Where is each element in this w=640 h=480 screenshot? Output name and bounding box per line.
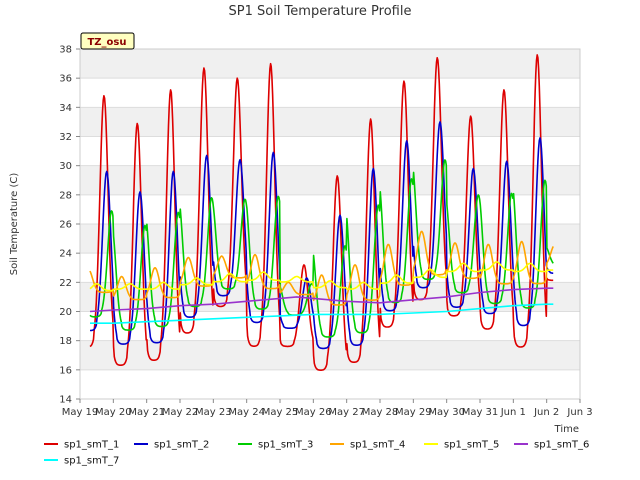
x-tick-label: Jun 1 bbox=[500, 407, 526, 418]
y-axis-label: Soil Temperature (C) bbox=[9, 173, 20, 276]
x-tick-label: Jun 2 bbox=[533, 407, 559, 418]
x-tick-label: May 20 bbox=[95, 407, 132, 418]
series-line-sp1_smT_5 bbox=[89, 261, 554, 292]
x-tick-label: May 30 bbox=[428, 407, 465, 418]
plot-band bbox=[80, 78, 580, 108]
x-tick-label: May 26 bbox=[295, 407, 332, 418]
x-tick-label: May 25 bbox=[262, 407, 299, 418]
series-line-sp1_smT_4 bbox=[89, 230, 554, 306]
y-tick-label: 14 bbox=[59, 395, 72, 406]
x-tick-label: Jun 3 bbox=[566, 407, 592, 418]
plot-band bbox=[80, 369, 580, 399]
x-tick-label: May 21 bbox=[128, 407, 165, 418]
plot-band bbox=[80, 107, 580, 137]
series-line-sp1_smT_6 bbox=[89, 287, 554, 313]
y-tick-label: 24 bbox=[59, 249, 72, 260]
tz-badge-label: TZ_osu bbox=[87, 37, 126, 48]
series-line-sp1_smT_1 bbox=[89, 54, 554, 371]
legend-label-sp1_smT_6: sp1_smT_6 bbox=[534, 440, 589, 451]
plot-band bbox=[80, 49, 580, 79]
legend-label-sp1_smT_3: sp1_smT_3 bbox=[258, 440, 313, 451]
plot-band bbox=[80, 340, 580, 370]
y-tick-label: 28 bbox=[59, 190, 72, 201]
legend-label-sp1_smT_4: sp1_smT_4 bbox=[350, 440, 405, 451]
series-line-sp1_smT_3 bbox=[89, 159, 554, 338]
tz-badge: TZ_osu bbox=[80, 32, 135, 50]
y-tick-label: 20 bbox=[59, 307, 72, 318]
x-tick-label: May 22 bbox=[162, 407, 199, 418]
legend-label-sp1_smT_5: sp1_smT_5 bbox=[444, 440, 499, 451]
series-line-sp1_smT_7 bbox=[90, 303, 554, 324]
y-tick-label: 16 bbox=[59, 365, 72, 376]
x-tick-label: May 19 bbox=[62, 407, 99, 418]
legend-label-sp1_smT_2: sp1_smT_2 bbox=[154, 440, 209, 451]
chart-title: SP1 Soil Temperature Profile bbox=[229, 4, 412, 19]
x-tick-label: May 27 bbox=[328, 407, 365, 418]
y-tick-label: 38 bbox=[59, 45, 72, 56]
legend: sp1_smT_1 sp1_smT_2 sp1_smT_3 sp1_smT_4 sp1_… bbox=[44, 440, 589, 467]
y-tick-label: 22 bbox=[59, 278, 72, 289]
y-tick-label: 32 bbox=[59, 132, 72, 143]
plot-band bbox=[80, 224, 580, 254]
y-tick-label: 36 bbox=[59, 74, 72, 85]
y-tick-label: 30 bbox=[59, 161, 72, 172]
y-axis-ticks: 14 16 18 20 22 24 26 28 30 32 34 36 38 bbox=[59, 45, 80, 406]
x-tick-label: May 23 bbox=[195, 407, 232, 418]
y-tick-label: 26 bbox=[59, 220, 72, 231]
y-tick-label: 18 bbox=[59, 336, 72, 347]
plot-band bbox=[80, 165, 580, 195]
plot-band bbox=[80, 136, 580, 166]
plot-band bbox=[80, 194, 580, 224]
y-tick-label: 34 bbox=[59, 103, 72, 114]
x-tick-label: May 28 bbox=[362, 407, 399, 418]
legend-label-sp1_smT_7: sp1_smT_7 bbox=[64, 456, 119, 467]
tz-badge-box bbox=[80, 32, 135, 50]
legend-label-sp1_smT_1: sp1_smT_1 bbox=[64, 440, 119, 451]
series-layer bbox=[89, 54, 554, 371]
x-tick-label: May 29 bbox=[395, 407, 432, 418]
x-tick-label: May 24 bbox=[228, 407, 265, 418]
x-tick-label: May 31 bbox=[462, 407, 499, 418]
x-axis-label: Time bbox=[554, 424, 579, 435]
